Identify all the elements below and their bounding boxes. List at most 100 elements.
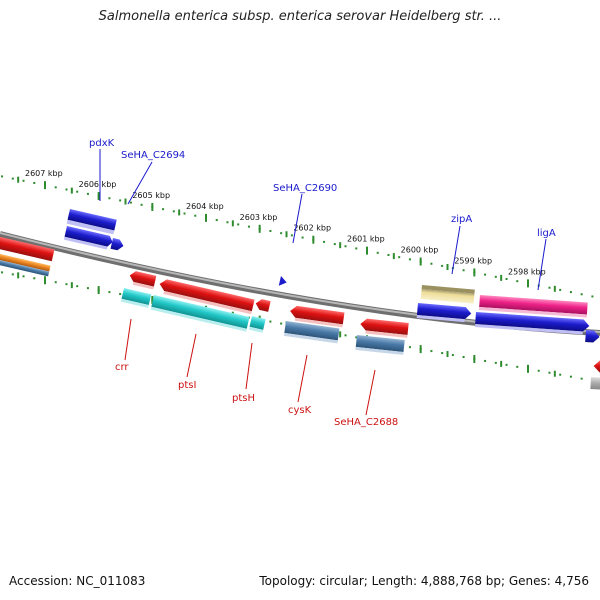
gene-arrow-edge-right[interactable] — [585, 330, 600, 343]
ruler-dot-upper — [323, 240, 326, 243]
ruler-dot-lower — [548, 371, 551, 374]
gene-label-ligA[interactable]: ligA — [537, 228, 556, 239]
gene-bar-edge-left-orange[interactable] — [0, 253, 51, 277]
gene-arrow-crr-top[interactable] — [128, 270, 157, 290]
gene-arrow-ptsI-top[interactable] — [158, 278, 255, 315]
gene-bar-crr[interactable] — [120, 288, 152, 308]
ruler-dot-upper — [569, 291, 572, 294]
ruler-dot-upper — [344, 245, 347, 248]
gene-arrow-SeHA_C2690[interactable] — [278, 276, 288, 287]
ruler-dot-upper — [54, 186, 57, 189]
gene-label-pdxK[interactable]: pdxK — [89, 138, 115, 149]
ruler-dot-upper — [580, 293, 583, 296]
gene-labels-forward: pdxK SeHA_C2694 SeHA_C2690 zipA ligA — [89, 138, 556, 239]
ruler-dot-lower — [430, 350, 433, 353]
gene-label-crr[interactable]: crr — [115, 362, 129, 373]
gene-bar-ligA-cds[interactable] — [474, 312, 590, 335]
kbp-tick-label: 2606 kbp — [79, 180, 117, 189]
ruler-dot-lower — [559, 373, 562, 376]
ruler-dot-upper — [494, 275, 497, 278]
ruler-dot-upper — [376, 251, 379, 254]
gene-bar-SeHA_C2694[interactable] — [63, 226, 114, 250]
page-title: Salmonella enterica subsp. enterica sero… — [98, 9, 502, 24]
ruler-dot-upper — [172, 210, 175, 213]
ruler-dot-lower — [569, 375, 572, 378]
gene-label-cysK[interactable]: cysK — [288, 405, 312, 416]
label-leader-lines — [99, 149, 547, 416]
kbp-tick-label: 2601 kbp — [347, 235, 385, 244]
ruler-dot-lower — [484, 359, 487, 362]
ruler-dot-lower — [580, 377, 583, 380]
ruler-dot-upper — [398, 256, 401, 259]
gene-label-zipA[interactable]: zipA — [451, 214, 472, 225]
gene-label-SeHA_C2694[interactable]: SeHA_C2694 — [121, 150, 185, 161]
ruler-dot-upper — [237, 223, 240, 226]
gene-labels-reverse: crr ptsI ptsH cysK SeHA_C2688 — [115, 362, 398, 428]
ruler-dot-lower — [462, 355, 465, 358]
gene-label-ptsH[interactable]: ptsH — [232, 393, 255, 404]
ruler-dot-lower — [65, 283, 68, 286]
ruler-dot-lower — [355, 336, 358, 339]
ruler-dot-lower — [408, 346, 411, 349]
ruler-dot-upper — [333, 243, 336, 246]
gene-bar-pdxK[interactable] — [66, 209, 117, 235]
genome-stats-label: Topology: circular; Length: 4,888,768 bp… — [259, 574, 589, 588]
ruler-dot-upper — [387, 253, 390, 256]
ruler-dot-lower — [76, 285, 79, 288]
ruler-dot-upper — [183, 212, 186, 215]
kbp-tick-label: 2605 kbp — [132, 191, 170, 200]
ruler-dot-lower — [505, 363, 508, 366]
kbp-tick-label: 2599 kbp — [454, 256, 492, 265]
ruler-dot-lower — [441, 352, 444, 355]
gene-bar-ligA[interactable] — [478, 295, 588, 318]
gene-bar-SeHA_C2688[interactable] — [355, 335, 405, 355]
kbp-tick-label: 2598 kbp — [508, 267, 546, 276]
ruler-dot-upper — [76, 190, 79, 193]
kbp-tick-label: 2600 kbp — [401, 246, 439, 255]
gene-bar-zipA-cds[interactable] — [416, 303, 472, 323]
ruler-dot-lower — [22, 275, 25, 278]
gene-arrow-small[interactable] — [110, 238, 125, 251]
ruler-dot-lower — [33, 277, 36, 280]
ruler-dot-upper — [194, 214, 197, 217]
gene-arrow-ptsH-top[interactable] — [255, 298, 271, 312]
ruler-dot-upper — [430, 262, 433, 265]
gene-bar-ptsH[interactable] — [248, 316, 266, 333]
gene-label-ptsI[interactable]: ptsI — [178, 380, 196, 391]
ruler-dot-lower — [1, 271, 4, 274]
ruler-dot-upper — [65, 188, 68, 191]
kbp-tick-label: 2603 kbp — [240, 213, 278, 222]
ruler-dot-upper — [86, 192, 89, 195]
ruler-dot-upper — [129, 201, 132, 204]
gene-bar-cysK[interactable] — [283, 321, 340, 344]
ruler-dot-upper — [1, 175, 4, 178]
gene-bar-edge-left-red[interactable] — [0, 236, 55, 262]
ruler-dot-upper — [108, 197, 111, 200]
ruler-dot-upper — [408, 258, 411, 261]
gene-arrow-SeHA_C2688-top[interactable] — [359, 318, 409, 338]
ruler-dot-lower — [119, 293, 122, 296]
tick-tracks: 2607 kbp 2606 kbp 2605 kbp 2604 kbp 2603 kbp… — [1, 169, 594, 382]
ruler-dot-lower — [344, 334, 347, 337]
ruler-dot-upper — [355, 247, 358, 250]
gene-arrow-edge-right-red[interactable] — [593, 360, 600, 374]
ruler-dot-upper — [484, 273, 487, 276]
gene-bar-zipA[interactable] — [420, 285, 475, 304]
ruler-dot-lower — [11, 273, 14, 276]
ruler-dot-upper — [226, 221, 229, 224]
ruler-dot-upper — [591, 295, 594, 298]
gene-arrow-cysK-top[interactable] — [289, 305, 345, 328]
ruler-dot-upper — [290, 234, 293, 237]
ruler-dot-upper — [516, 280, 519, 283]
gene-bar-edge-right-gray[interactable] — [590, 377, 600, 391]
gene-bar-ptsI[interactable] — [150, 295, 250, 332]
ruler-dot-lower — [280, 322, 283, 325]
ruler-dot-upper — [505, 277, 508, 280]
ruler-dot-upper — [247, 225, 250, 228]
gene-label-SeHA_C2690[interactable]: SeHA_C2690 — [273, 183, 337, 194]
ruler-dot-upper — [33, 181, 36, 184]
kbp-tick-label: 2607 kbp — [25, 169, 63, 178]
ruler-dot-upper — [22, 179, 25, 182]
ruler-dot-upper — [548, 286, 551, 289]
gene-label-SeHA_C2688[interactable]: SeHA_C2688 — [334, 417, 398, 428]
